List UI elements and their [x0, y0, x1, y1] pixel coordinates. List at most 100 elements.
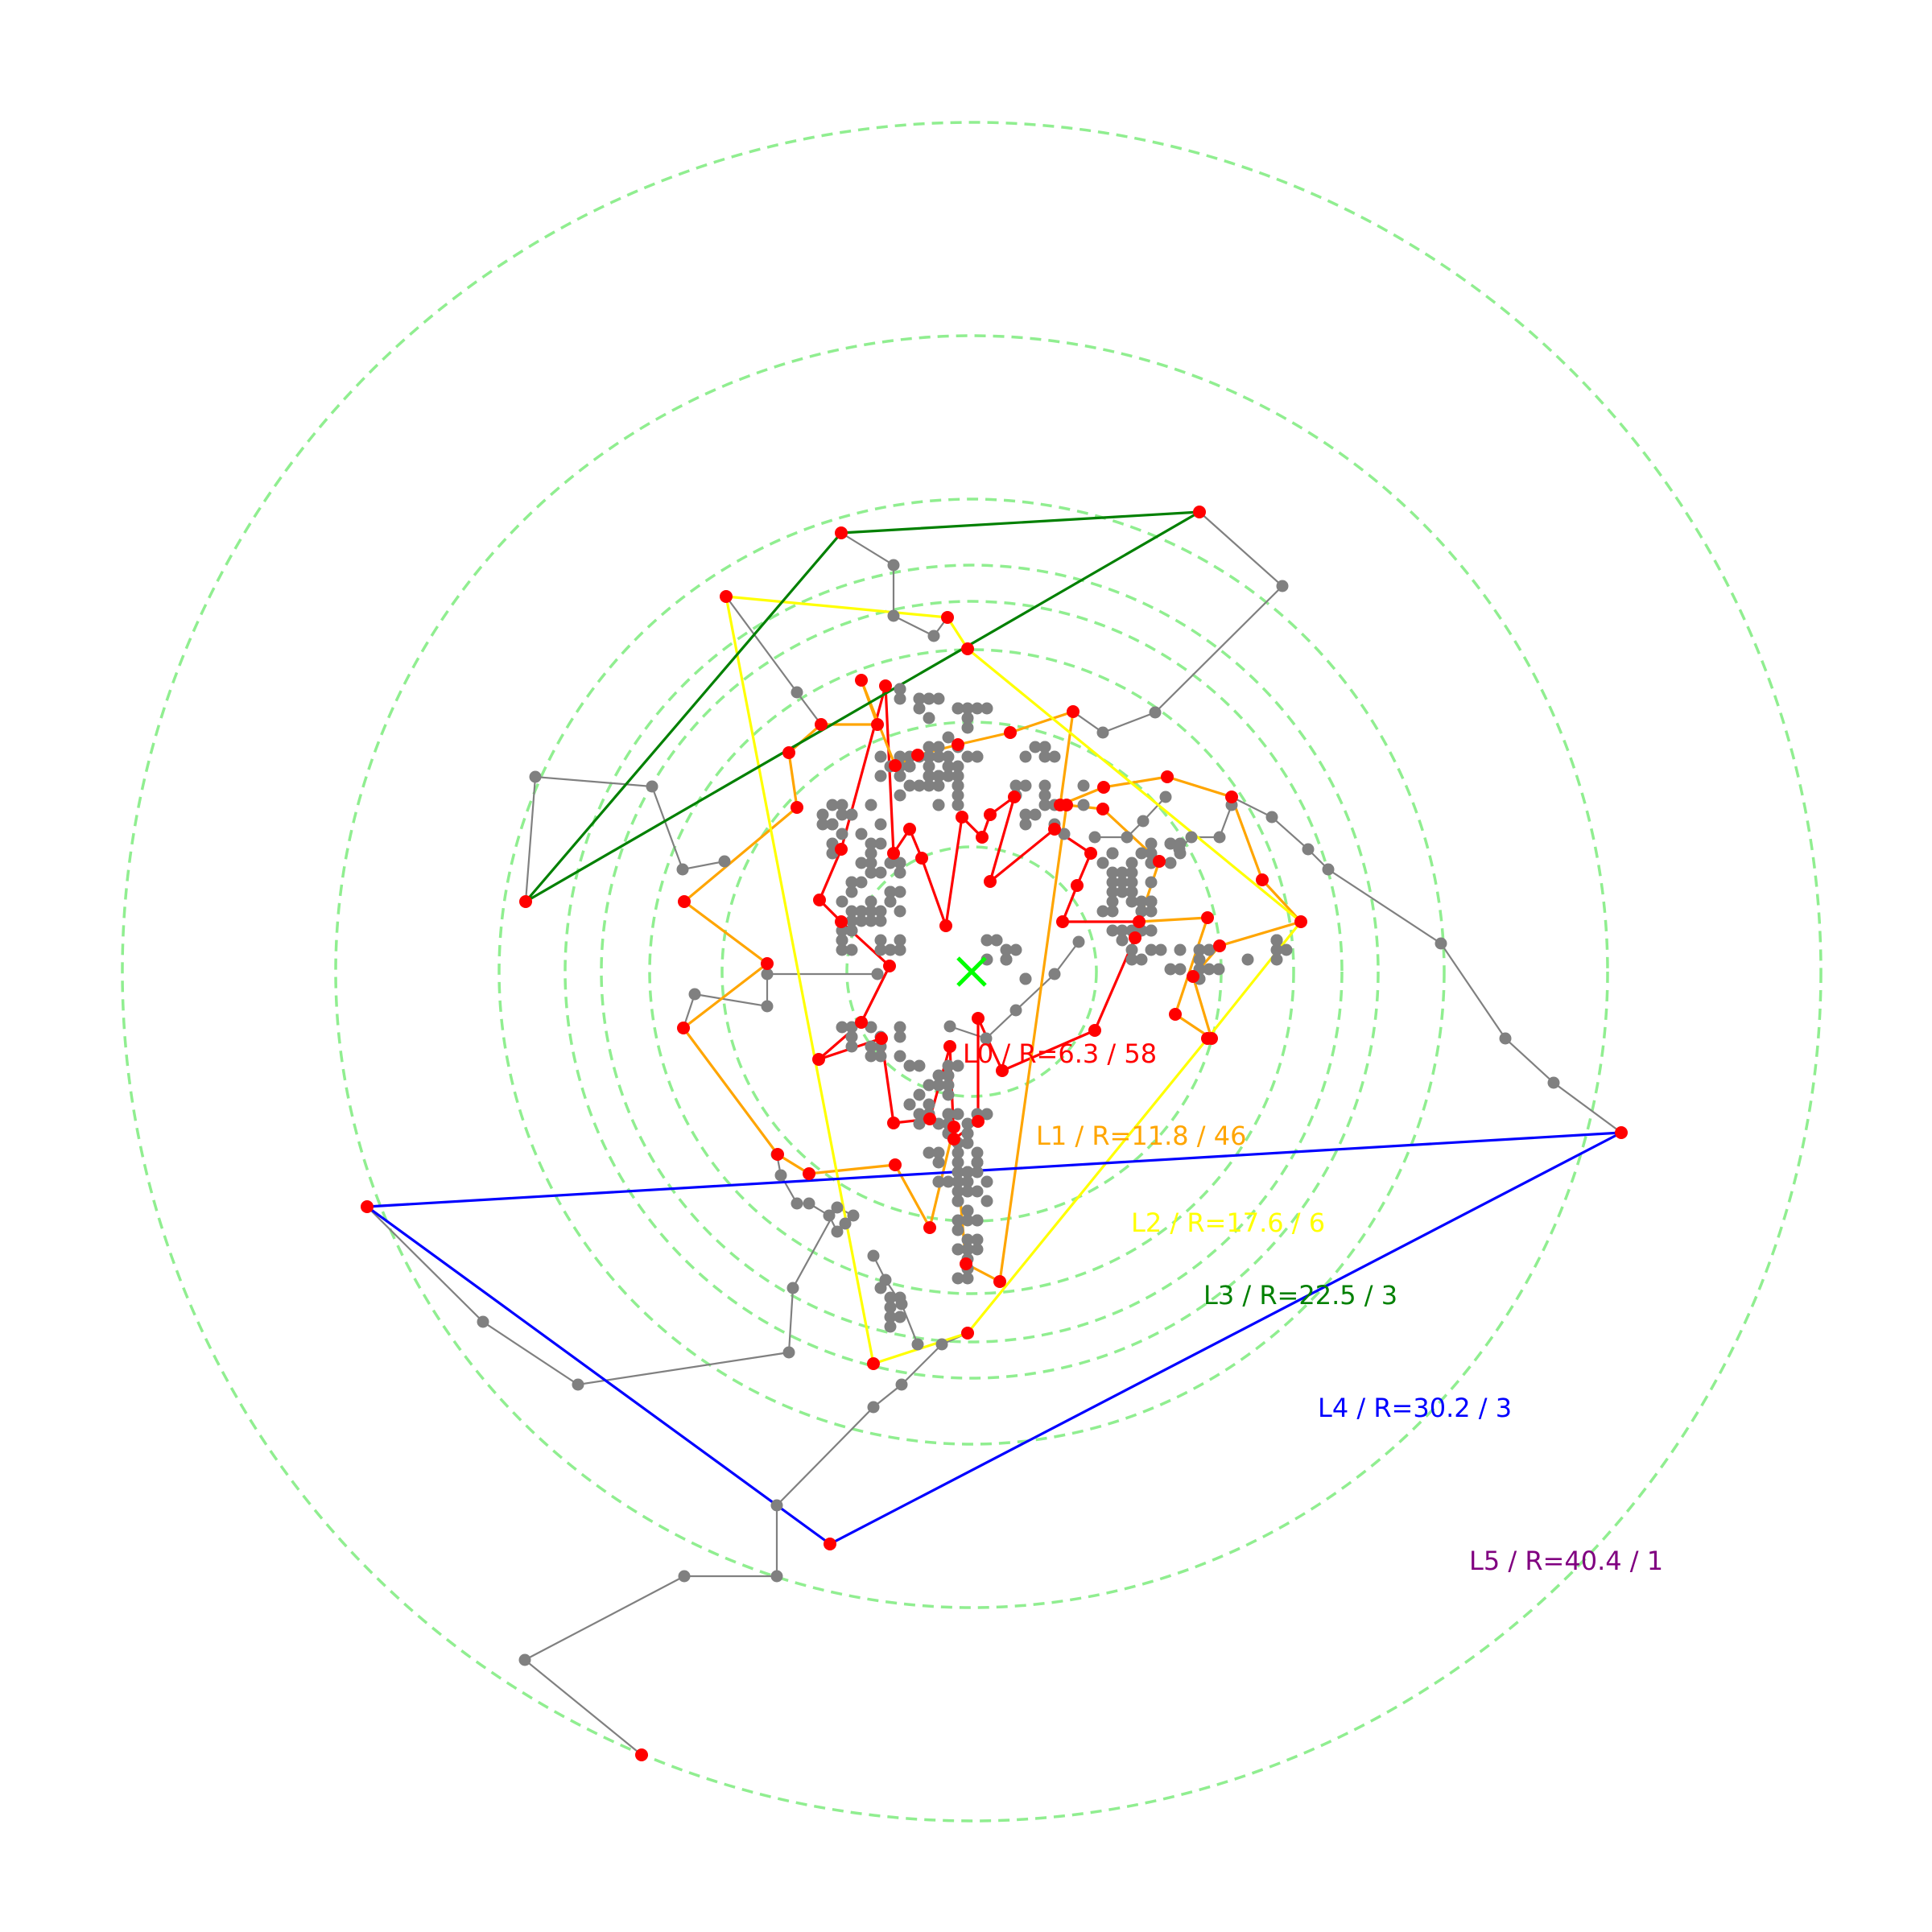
layer-labels: L0 / R=6.3 / 58 L1 / R=11.8 / 46 L2 / R=…: [963, 1038, 1663, 1576]
network-node: [1106, 847, 1119, 860]
layer-node: [813, 894, 826, 906]
network-node: [761, 968, 774, 980]
network-node: [865, 866, 877, 879]
network-node: [980, 1032, 993, 1045]
layer-node: [815, 718, 828, 731]
network-node: [1000, 943, 1013, 956]
network-node: [1106, 924, 1119, 937]
network-node: [874, 866, 887, 879]
network-node: [1145, 943, 1158, 956]
network-node: [1009, 943, 1022, 956]
network-node: [845, 886, 858, 898]
network-node: [1145, 847, 1158, 860]
network-node: [1203, 963, 1216, 976]
layer-node: [1067, 705, 1080, 718]
network-node: [952, 1243, 964, 1256]
layer-node: [1004, 726, 1017, 739]
network-node: [845, 924, 858, 937]
network-node: [923, 1079, 935, 1092]
network-node: [874, 837, 887, 850]
layer-node: [887, 1117, 900, 1129]
layer-node: [782, 746, 795, 759]
network-nodes: [361, 506, 1628, 1761]
layer-node: [1213, 939, 1226, 952]
network-node: [942, 760, 955, 773]
network-node: [1038, 750, 1051, 763]
network-node: [971, 1214, 984, 1227]
network-node: [572, 1378, 584, 1391]
network-node: [1137, 815, 1150, 828]
network-node: [952, 1166, 964, 1179]
network-node: [1038, 789, 1051, 802]
network-node: [1106, 866, 1119, 879]
network-node: [942, 1088, 955, 1101]
layer-node: [879, 679, 892, 692]
network-node: [782, 1346, 795, 1359]
network-node: [980, 934, 993, 947]
network-node: [855, 876, 868, 889]
network-node: [1322, 863, 1335, 876]
network-node: [1125, 886, 1138, 898]
network-node: [913, 1117, 926, 1130]
network-node: [688, 988, 701, 1001]
layer-node: [961, 1327, 974, 1340]
network-node: [961, 1185, 974, 1198]
network-node: [718, 855, 731, 868]
network-node: [923, 770, 935, 782]
network-node: [887, 609, 900, 622]
network-node: [836, 943, 848, 956]
network-node: [477, 1315, 489, 1328]
network-node: [874, 818, 887, 831]
center-marker: [956, 956, 987, 987]
network-node: [894, 934, 906, 947]
network-node: [961, 702, 974, 715]
network-node: [1125, 953, 1138, 966]
network-node: [942, 770, 955, 782]
network-node: [923, 712, 935, 724]
layer-label-l1: L1 / R=11.8 / 46: [1036, 1121, 1246, 1151]
network-node: [865, 895, 877, 908]
ring-l0: [845, 845, 1098, 1098]
network-node: [867, 1401, 880, 1414]
network-node: [871, 968, 884, 980]
network-node: [836, 1021, 848, 1034]
layer-node: [824, 1538, 836, 1550]
network-node: [529, 770, 542, 783]
network-node: [847, 1209, 860, 1222]
network-node: [913, 692, 926, 705]
network-node: [1125, 895, 1138, 908]
layer-node: [1097, 781, 1110, 794]
network-edge: [873, 1255, 919, 1345]
layer-node: [1193, 506, 1206, 518]
layer-node: [635, 1748, 648, 1761]
network-node: [1019, 818, 1032, 831]
network-node: [518, 1653, 531, 1666]
layer-node: [1169, 1008, 1182, 1021]
network-node: [865, 857, 877, 869]
network-node: [1145, 876, 1158, 889]
layer-node: [961, 642, 974, 655]
network-node: [913, 1059, 926, 1072]
network-node: [1164, 857, 1177, 869]
network-node: [855, 857, 868, 869]
network-node: [884, 886, 897, 898]
network-node: [932, 799, 945, 811]
network-node: [884, 1320, 897, 1333]
layer-node: [923, 1221, 936, 1234]
network-node: [932, 1156, 945, 1169]
network-node: [867, 1249, 880, 1262]
network-node: [1125, 943, 1138, 956]
network-node: [887, 559, 900, 572]
network-node: [932, 779, 945, 792]
network-node: [1174, 963, 1187, 976]
network-node: [1000, 953, 1013, 966]
network-node: [1265, 811, 1278, 824]
network-node: [942, 1069, 955, 1082]
network-node: [1145, 895, 1158, 908]
layer-node: [361, 1200, 374, 1213]
layer-node: [952, 738, 964, 751]
layer-node: [1084, 847, 1097, 860]
network-node: [952, 702, 964, 715]
network-node: [1125, 876, 1138, 889]
network-node: [865, 1021, 877, 1034]
